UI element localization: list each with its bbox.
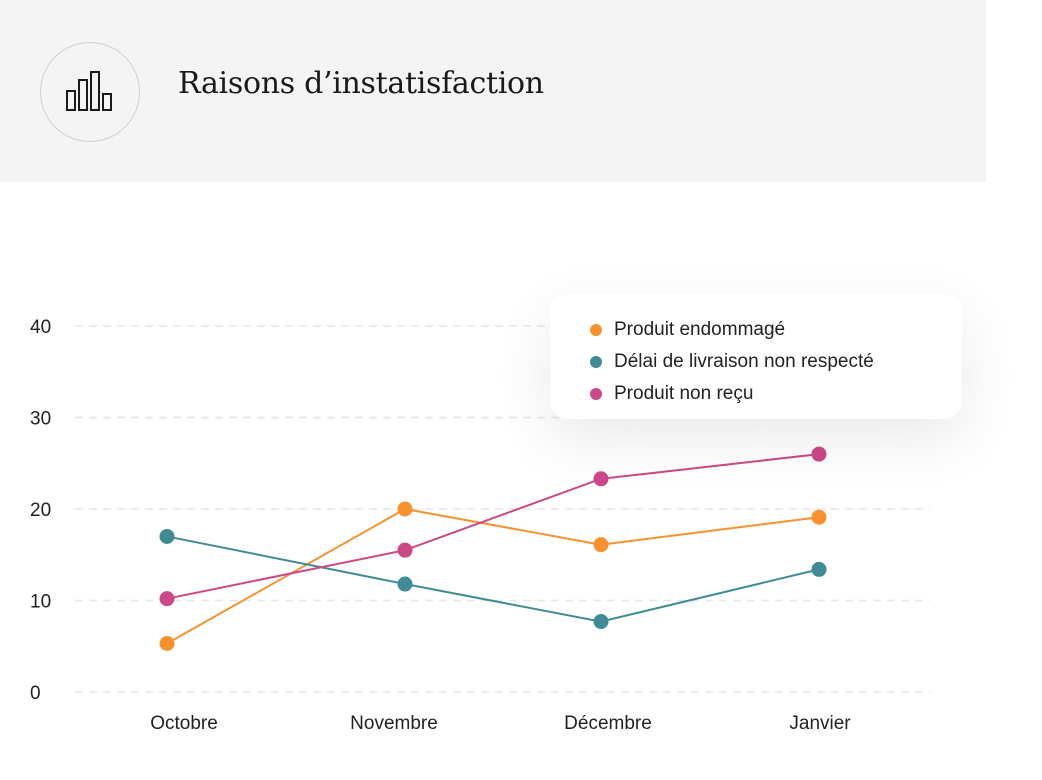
data-point[interactable] bbox=[397, 542, 413, 558]
bar-chart-icon bbox=[40, 42, 140, 142]
data-point[interactable] bbox=[811, 561, 827, 577]
legend-swatch bbox=[590, 388, 602, 400]
data-point[interactable] bbox=[811, 446, 827, 462]
series-line bbox=[166, 507, 820, 645]
y-tick-label: 30 bbox=[30, 409, 51, 430]
header: Raisons d’instatisfaction bbox=[0, 0, 986, 182]
legend-label: Produit non reçu bbox=[614, 383, 754, 404]
y-tick-label: 10 bbox=[30, 592, 51, 613]
data-point[interactable] bbox=[397, 576, 413, 592]
data-point[interactable] bbox=[593, 614, 609, 630]
x-tick-label: Décembre bbox=[564, 713, 652, 734]
legend-label: Délai de livraison non respecté bbox=[614, 351, 874, 372]
legend-swatch bbox=[590, 356, 602, 368]
x-tick-label: Octobre bbox=[150, 713, 218, 734]
data-point[interactable] bbox=[593, 537, 609, 553]
y-tick-label: 0 bbox=[30, 683, 41, 704]
data-point[interactable] bbox=[159, 528, 175, 544]
legend-item: Produit non reçu bbox=[590, 378, 962, 410]
data-point[interactable] bbox=[811, 509, 827, 525]
legend-swatch bbox=[590, 324, 602, 336]
y-tick-label: 20 bbox=[30, 500, 51, 521]
page-title: Raisons d’instatisfaction bbox=[178, 66, 544, 101]
series-line bbox=[166, 453, 820, 600]
legend-label: Produit endommagé bbox=[614, 319, 786, 340]
legend-item: Délai de livraison non respecté bbox=[590, 346, 962, 378]
data-point[interactable] bbox=[159, 636, 175, 652]
y-tick-label: 40 bbox=[30, 317, 51, 338]
x-tick-label: Janvier bbox=[789, 713, 851, 734]
chart-legend: Produit endommagé Délai de livraison non … bbox=[550, 294, 962, 419]
series-line bbox=[166, 535, 820, 623]
x-tick-label: Novembre bbox=[350, 713, 438, 734]
legend-item: Produit endommagé bbox=[590, 314, 962, 346]
data-point[interactable] bbox=[159, 591, 175, 607]
data-point[interactable] bbox=[397, 501, 413, 517]
data-point[interactable] bbox=[593, 471, 609, 487]
